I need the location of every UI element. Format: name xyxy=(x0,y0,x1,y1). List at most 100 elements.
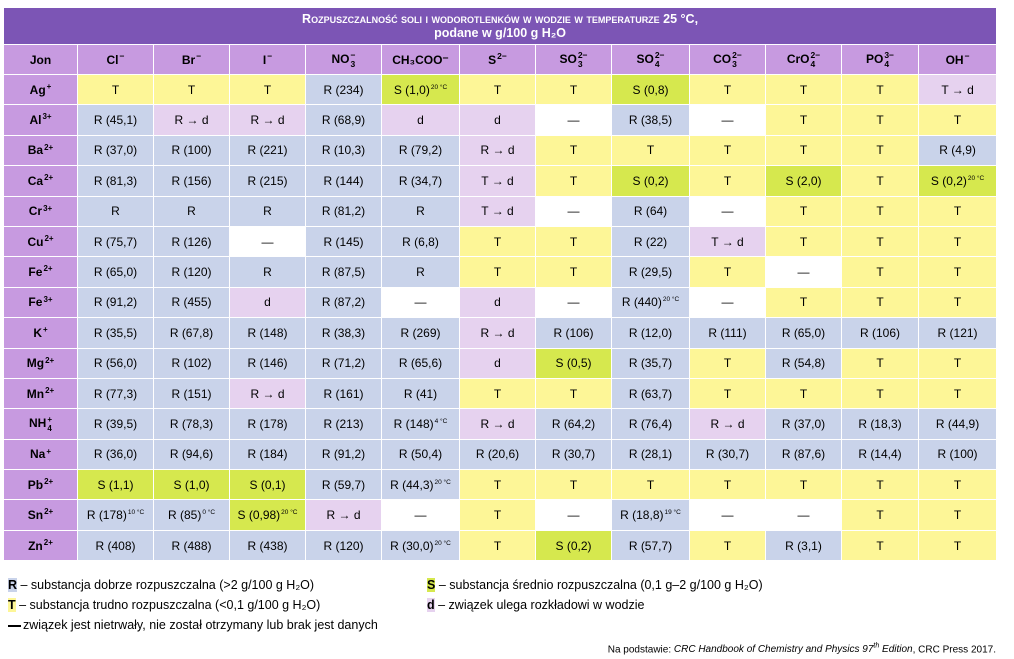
column-header-main: Cl xyxy=(106,52,119,67)
solubility-cell: R (408) xyxy=(77,529,154,562)
column-header-sub: 3 xyxy=(350,58,356,69)
cell-value: T xyxy=(723,265,732,280)
ion-charge: + xyxy=(43,325,48,334)
solubility-cell: R → d xyxy=(459,134,536,167)
ion-header: Cr 3+ xyxy=(3,195,78,227)
solubility-cell: R (455) xyxy=(153,286,230,319)
cell-value: T xyxy=(953,113,962,128)
legend-key-r: R xyxy=(8,578,18,592)
column-header-sup: − xyxy=(267,50,273,61)
cell-value: T xyxy=(876,265,884,280)
solubility-cell: R (44,3)20 °C xyxy=(381,469,460,501)
cell-value: S (1,0) xyxy=(173,477,210,492)
column-header-label: I − xyxy=(263,50,273,66)
column-header-sub: 4 xyxy=(810,58,816,69)
cell-value: R (213) xyxy=(323,416,364,431)
cell-value: T xyxy=(493,386,502,401)
cell-value: R (269) xyxy=(400,325,441,340)
cell-value: R (41) xyxy=(403,386,438,401)
solubility-cell: R (120) xyxy=(153,256,230,288)
ion-charge: + xyxy=(46,447,51,456)
ion-sup: 3+ xyxy=(43,294,53,304)
table-row: Cu 2+ R (75,7) R (126) — R (145) R (6,8) T T R (2… xyxy=(3,225,998,258)
solubility-cell: T xyxy=(689,469,766,501)
source-title: CRC Handbook of Chemistry and Physics 97… xyxy=(674,643,913,655)
solubility-cell: T xyxy=(841,529,919,562)
solubility-cell: T xyxy=(535,225,612,258)
solubility-cell: R (102) xyxy=(153,347,230,379)
column-header: Cl − xyxy=(77,44,154,75)
solubility-cell: T → d xyxy=(917,73,998,106)
ion-symbol: Cu xyxy=(27,234,44,249)
cell-value: S (0,1) xyxy=(249,477,286,492)
solubility-cell: T xyxy=(765,286,842,319)
ion-symbol: Cr xyxy=(28,204,43,219)
solubility-cell: R (28,1) xyxy=(611,438,690,471)
cell-value: T xyxy=(569,477,578,492)
solubility-cell: R (39,5) xyxy=(77,408,154,440)
ion-header: Fe 3+ xyxy=(3,286,78,319)
solubility-cell: — xyxy=(381,499,460,531)
solubility-cell: T xyxy=(535,377,612,410)
ion-charge: 3+ xyxy=(43,204,52,213)
solubility-cell: R (18,3) xyxy=(841,408,919,440)
solubility-cell: R (68,9) xyxy=(305,104,382,136)
cell-value: T xyxy=(569,143,578,158)
ion-header: Mn 2+ xyxy=(3,377,78,410)
solubility-cell: R (45,1) xyxy=(77,104,154,136)
temperature-note: 20 °C xyxy=(967,174,985,182)
solubility-cell: R (269) xyxy=(381,317,460,349)
cell-value: R (87,5) xyxy=(321,265,366,280)
solubility-cell: T xyxy=(459,256,536,288)
column-header-main: OH xyxy=(945,52,964,67)
cell-value: R → d xyxy=(250,386,285,401)
solubility-cell: R (54,8) xyxy=(765,347,842,379)
cell-value: — xyxy=(721,113,734,128)
cell-value: R (85) xyxy=(167,508,202,523)
solubility-cell: R (178)10 °C xyxy=(77,499,154,531)
cell-value: R (178) xyxy=(86,508,127,523)
cell-value: R (22) xyxy=(633,234,668,249)
source-publisher: , CRC Press 2017. xyxy=(912,644,996,656)
solubility-cell: R (37,0) xyxy=(77,134,154,167)
solubility-cell: R (20,6) xyxy=(459,438,536,471)
ion-header: Fe 2+ xyxy=(3,256,78,288)
cell-value: R (44,3) xyxy=(390,477,434,492)
cell-value: d xyxy=(494,356,501,371)
column-header-charge: 2− 3 xyxy=(732,49,742,69)
cell-value: R (102) xyxy=(171,356,212,371)
cell-value: R (77,3) xyxy=(93,386,138,401)
table-row: Cr 3+ R R R R (81,2) R T → d — R (64) — T T T xyxy=(3,195,998,227)
cell-value: d xyxy=(494,295,501,310)
solubility-cell: — xyxy=(689,286,766,319)
cell-value: R (78,3) xyxy=(169,416,214,431)
column-header: PO 3− 4 xyxy=(841,44,919,75)
solubility-cell: T xyxy=(841,377,919,410)
cell-value: T xyxy=(723,477,732,492)
solubility-cell: R (10,3) xyxy=(305,134,382,167)
legend-key-s: S xyxy=(427,578,436,592)
solubility-cell: R (148)4 °C xyxy=(381,408,460,440)
solubility-cell: T xyxy=(611,469,690,501)
solubility-cell: S (0,2) xyxy=(611,165,690,197)
solubility-cell: T xyxy=(841,256,919,288)
solubility-cell: R (37,0) xyxy=(765,408,842,440)
cell-value: R (20,6) xyxy=(475,447,520,462)
cell-value: R (111) xyxy=(708,325,747,340)
solubility-cell: R (79,2) xyxy=(381,134,460,167)
ion-symbol: Pb xyxy=(27,477,44,492)
solubility-cell: d xyxy=(459,104,536,136)
column-header-sup: 2− xyxy=(732,49,742,60)
cell-value: R (54,8) xyxy=(781,356,826,371)
column-header-main: SO xyxy=(559,51,577,66)
solubility-cell: T xyxy=(459,73,536,106)
solubility-cell: S (0,1) xyxy=(229,469,306,501)
cell-value: T xyxy=(723,82,732,97)
cell-value: R (91,2) xyxy=(93,295,138,310)
cell-value: d xyxy=(417,113,424,128)
solubility-cell: R (65,0) xyxy=(77,256,154,288)
column-header-main: CO xyxy=(713,51,732,66)
solubility-cell: R (81,3) xyxy=(77,165,154,197)
solubility-cell: R (121) xyxy=(917,317,998,349)
ion-header: Ba 2+ xyxy=(3,134,78,167)
